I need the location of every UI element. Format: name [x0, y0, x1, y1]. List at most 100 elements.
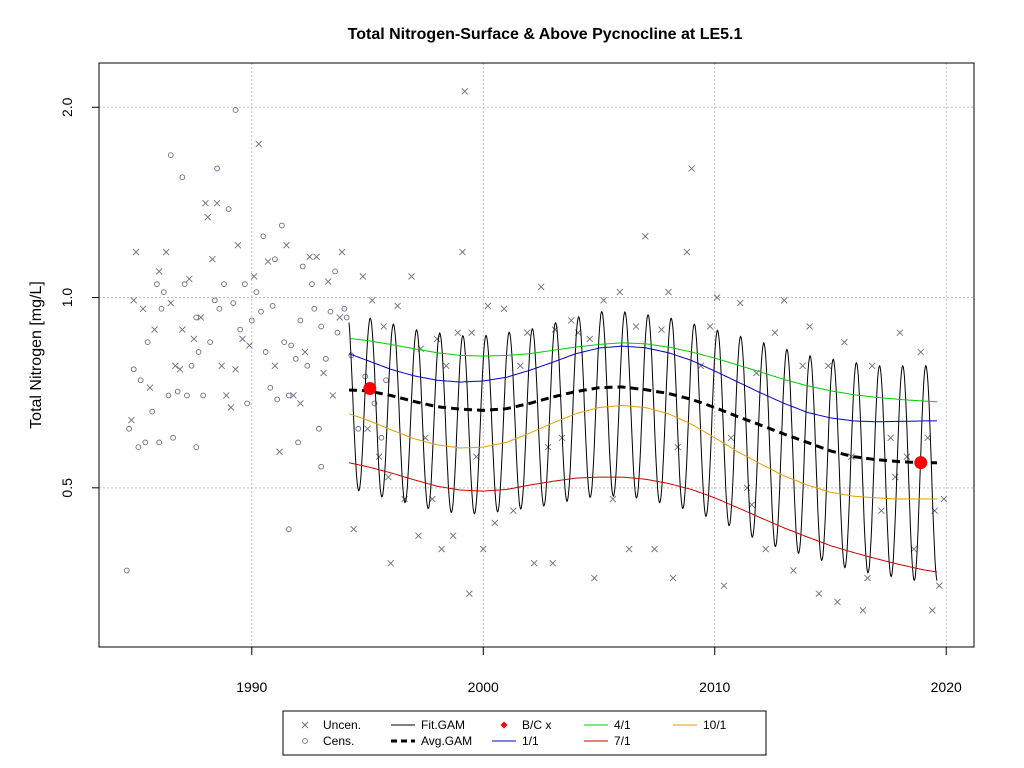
uncensored-point — [130, 296, 138, 304]
y-axis-label: Total Nitrogen [mg/L] — [28, 281, 45, 429]
uncensored-point — [197, 314, 205, 321]
uncensored-point — [479, 545, 487, 553]
uncensored-point — [924, 434, 932, 442]
censored-point — [165, 392, 172, 399]
censored-point — [225, 206, 232, 212]
bc-markers — [363, 381, 928, 470]
uncensored-point — [806, 323, 813, 330]
censored-point — [184, 392, 190, 399]
plot-frame — [98, 62, 975, 648]
censored-point — [279, 222, 285, 229]
uncensored-point — [213, 199, 221, 207]
uncensored-point — [454, 329, 462, 336]
uncensored-point — [586, 335, 594, 343]
censored-point — [341, 305, 348, 312]
uncensored-point — [255, 140, 263, 148]
uncensored-point — [375, 453, 383, 461]
censored-point — [230, 300, 237, 306]
x-tick-label: 2020 — [931, 679, 962, 695]
legend-label: 1/1 — [522, 734, 539, 748]
uncensored-point — [297, 400, 304, 407]
uncensored-point — [132, 248, 140, 256]
uncensored-point — [155, 268, 163, 275]
censored-point — [244, 400, 250, 407]
censored-point — [123, 567, 130, 574]
uncensored-point — [491, 519, 499, 527]
censored-point — [156, 439, 163, 446]
legend-item: 1/1 — [492, 734, 539, 748]
data-points — [123, 87, 948, 614]
censored-point — [332, 268, 338, 275]
uncensored-point — [246, 342, 253, 349]
legend-box — [282, 710, 767, 756]
uncensored-point — [283, 241, 290, 249]
uncensored-point — [380, 323, 388, 330]
censored-point — [288, 342, 294, 349]
legend-x-symbol — [301, 721, 309, 729]
censored-point — [285, 392, 292, 399]
uncensored-point — [887, 434, 894, 442]
uncensored-point — [385, 473, 392, 481]
censored-point — [237, 326, 244, 333]
uncensored-point — [771, 329, 779, 336]
censored-point — [193, 314, 200, 321]
censored-point — [343, 314, 350, 321]
uncensored-point — [935, 582, 943, 590]
uncensored-point — [368, 296, 376, 304]
censored-point — [137, 377, 144, 384]
censored-point — [154, 281, 160, 288]
uncensored-point — [394, 302, 401, 310]
uncensored-point — [151, 326, 158, 333]
uncensored-point — [442, 362, 450, 370]
censored-point — [297, 317, 304, 324]
legend-item: Avg.GAM — [391, 734, 472, 748]
uncensored-point — [720, 582, 728, 590]
uncensored-point — [449, 532, 457, 540]
uncensored-point — [290, 392, 297, 399]
bc-marker — [914, 456, 928, 470]
uncensored-point — [903, 453, 911, 461]
uncensored-point — [408, 273, 415, 280]
uncensored-point — [336, 314, 344, 321]
uncensored-point — [834, 598, 841, 606]
legend-label: Cens. — [323, 734, 354, 748]
uncensored-point — [632, 323, 640, 330]
censored-point — [144, 339, 151, 346]
censored-point — [292, 355, 299, 362]
censored-point — [200, 392, 207, 399]
uncensored-point — [172, 362, 179, 370]
censored-point — [126, 425, 132, 432]
y-tick-label: 2.0 — [59, 97, 75, 117]
censored-point — [269, 303, 276, 309]
uncensored-point — [641, 232, 649, 240]
uncensored-point — [688, 165, 695, 172]
censored-point — [207, 339, 213, 346]
uncensored-point — [324, 278, 332, 285]
censored-point — [318, 323, 325, 330]
jan-1-line — [348, 345, 937, 423]
censored-point — [179, 174, 186, 181]
uncensored-point — [665, 288, 672, 296]
uncensored-point — [167, 299, 175, 307]
uncensored-point — [276, 448, 283, 456]
bc-marker — [363, 381, 377, 395]
uncensored-point — [567, 317, 575, 324]
uncensored-point — [713, 294, 721, 301]
uncensored-point — [762, 545, 769, 553]
uncensored-point — [510, 507, 517, 515]
uncensored-point — [859, 607, 867, 614]
uncensored-point — [706, 323, 714, 330]
censored-point — [193, 444, 200, 450]
censored-point — [260, 233, 267, 240]
uncensored-point — [146, 384, 154, 392]
uncensored-point — [591, 574, 598, 582]
uncensored-point — [232, 365, 239, 373]
censored-point — [170, 434, 176, 441]
y-tick-label: 0.5 — [59, 478, 75, 498]
censored-point — [253, 289, 260, 295]
uncensored-point — [790, 567, 797, 574]
censored-point — [272, 256, 278, 263]
uncensored-point — [523, 329, 531, 336]
